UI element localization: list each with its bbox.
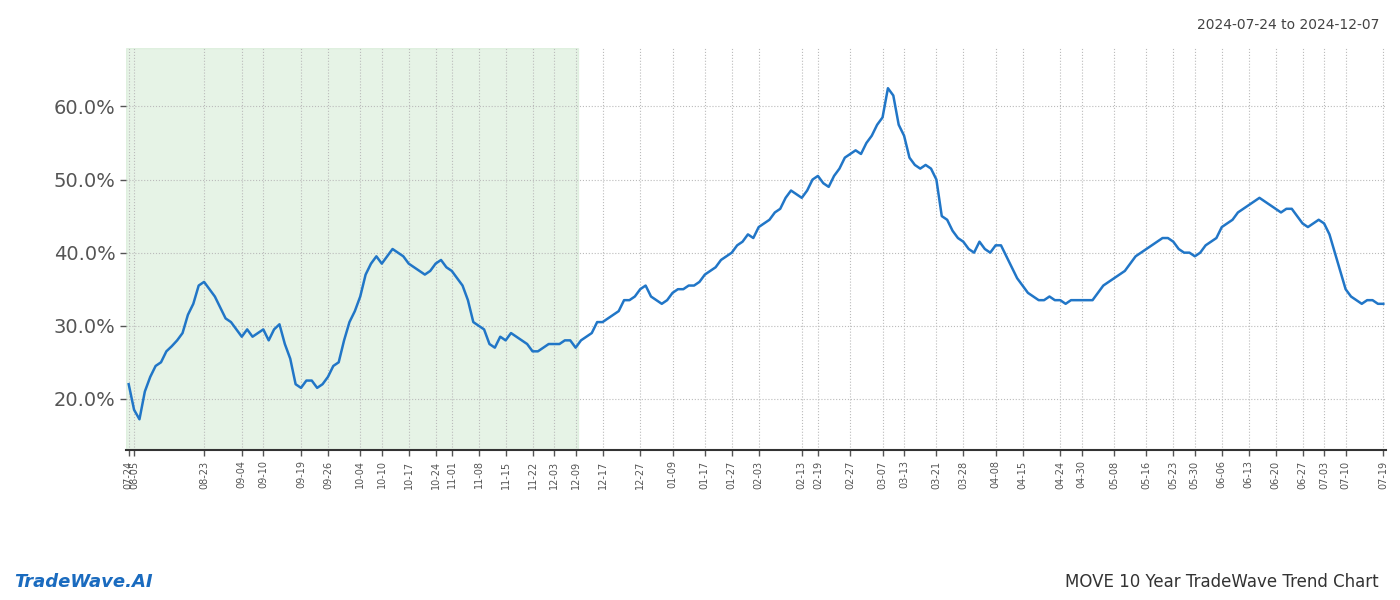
Text: MOVE 10 Year TradeWave Trend Chart: MOVE 10 Year TradeWave Trend Chart <box>1065 573 1379 591</box>
Text: TradeWave.AI: TradeWave.AI <box>14 573 153 591</box>
Text: 2024-07-24 to 2024-12-07: 2024-07-24 to 2024-12-07 <box>1197 18 1379 32</box>
Bar <box>126 48 578 450</box>
